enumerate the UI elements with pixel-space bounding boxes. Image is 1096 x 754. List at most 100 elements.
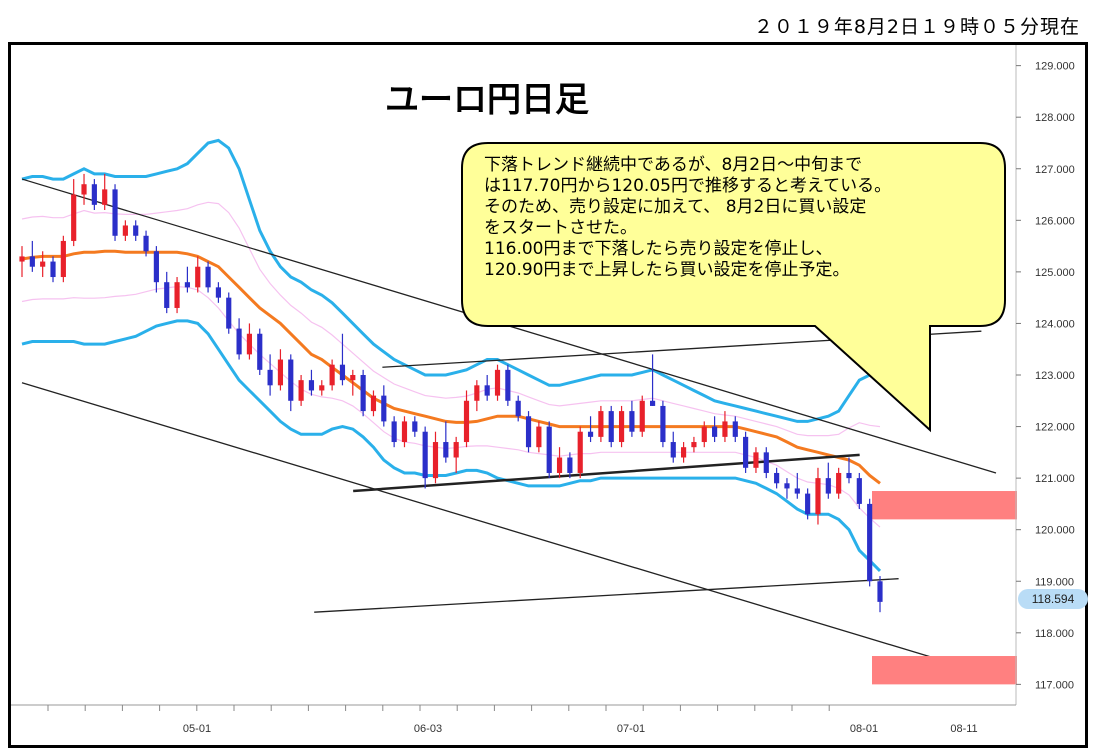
candle [102,173,108,210]
candle [29,240,35,272]
x-tick-label: 08-01 [850,723,878,735]
candle [536,421,542,453]
y-tick-label: 117.000 [1035,679,1074,691]
candle [712,416,718,443]
candle [660,400,666,448]
candle [122,220,128,241]
candle [618,405,625,448]
chart-frame [8,42,1088,748]
candle [60,235,66,283]
outer-lower-band [21,319,882,572]
y-tick-label: 122.000 [1035,422,1075,434]
candle [577,426,583,479]
candle [71,179,77,247]
candle [825,462,831,499]
candle [432,431,439,484]
x-tick-label: 05-01 [183,723,211,735]
candle [267,354,273,396]
candle [19,246,25,278]
candle [133,220,139,241]
candle [370,390,377,417]
candle [308,369,315,396]
candle [257,328,263,375]
y-tick-label: 118.000 [1035,628,1074,640]
candle [40,251,46,278]
candle [805,488,811,520]
candle [143,230,149,257]
candle [350,369,356,396]
y-tick-label: 126.000 [1035,215,1075,227]
candle [174,277,180,314]
callout-line-2: は117.70円から120.05円で推移すると考えている。 [484,176,892,196]
candle [236,318,242,360]
candle [453,436,459,473]
callout-text: 下落トレンド継続中であるが、8月2日～中旬まで は117.70円から120.05… [484,155,984,281]
inner-upper-band [21,201,881,437]
candle [846,457,852,484]
y-tick-label: 123.000 [1035,370,1075,382]
candle [319,380,325,396]
trendline-support [353,453,860,493]
candle [329,359,335,391]
trendline-lower-channel [21,382,997,678]
x-tick-label: 08-11 [950,723,977,735]
candle [463,390,470,448]
candle [184,266,190,293]
candle [401,416,408,448]
candle [505,364,511,406]
candle [732,416,738,443]
candle [525,411,532,453]
candle [391,416,397,448]
candle [474,380,480,412]
candle [288,354,294,412]
y-tick-label: 124.000 [1035,318,1075,330]
upper-zone [872,491,1017,520]
candle [774,467,780,489]
y-tick-label: 129.000 [1035,61,1075,73]
candle [494,364,501,401]
candle [877,576,883,613]
y-tick-label: 125.000 [1035,267,1075,279]
x-tick-label: 06-03 [414,723,442,735]
candle [443,421,449,463]
candle [277,349,284,391]
candle [226,292,232,334]
y-tick-label: 127.000 [1035,164,1075,176]
candle [205,261,211,293]
candle [567,452,573,479]
candle [515,395,521,422]
y-tick-label: 120.000 [1035,525,1075,537]
outer-upper-band [21,138,881,423]
candle [670,431,676,463]
candle [484,375,490,401]
candle [195,256,201,293]
trendline-small-channel-bottom [314,578,899,613]
callout-bubble [461,142,1006,433]
candle [112,184,118,241]
callout-line-5: 116.00円まで下落したら売り設定を停止し、 [484,239,833,259]
callout-line-4: をスタートさせた。 [484,218,637,238]
lower-zone [872,656,1017,685]
timestamp: ２０１９年8月2日１９時０５分現在 [753,16,1080,38]
candle [649,354,656,406]
candle [629,400,635,437]
y-tick-label: 119.000 [1035,576,1074,588]
candle [784,478,790,499]
candle [794,472,800,499]
candle [815,467,821,525]
candle [215,282,221,303]
candle [360,369,366,417]
candle [339,333,346,386]
y-tick-label: 128.000 [1035,112,1075,124]
y-tick-label: 121.000 [1035,473,1075,485]
callout-line-1: 下落トレンド継続中であるが、8月2日～中旬まで [484,155,863,175]
current-price-badge: 118.594 [1018,589,1088,609]
candle [587,416,594,443]
candle [639,395,645,437]
candle [598,405,604,443]
candle [91,179,97,210]
candle [743,431,749,473]
candle [753,447,759,473]
candle [422,426,428,489]
